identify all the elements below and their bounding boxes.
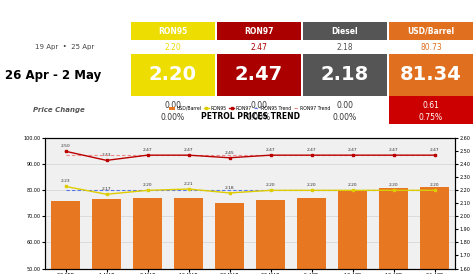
Text: 2.20: 2.20 [266,183,275,187]
Bar [379,189,408,274]
Bar [297,198,326,274]
Text: 81.34: 81.34 [400,65,462,84]
Bar [217,54,301,96]
Text: Diesel: Diesel [332,27,358,36]
Text: 2.45: 2.45 [225,150,235,155]
Text: 2.47: 2.47 [251,42,267,52]
Bar [420,187,449,274]
Text: 0.75%: 0.75% [419,113,443,121]
Text: 2.47: 2.47 [389,148,398,152]
Text: 0.00%: 0.00% [161,113,185,121]
Text: www.MyPF.my: www.MyPF.my [14,7,76,16]
Text: 2.18: 2.18 [321,65,369,84]
Bar [131,22,215,40]
Text: 2.20: 2.20 [307,183,316,187]
Bar [133,198,162,274]
Text: 80.73: 80.73 [420,42,442,52]
Bar [338,191,367,274]
Bar [217,22,301,40]
Text: 2.47: 2.47 [430,148,439,152]
Bar [303,54,387,96]
Text: 2.23: 2.23 [61,179,70,183]
Text: 2.47: 2.47 [143,148,152,152]
Text: 2.47: 2.47 [307,148,316,152]
Legend: USD/Barrel, RON95, RON97, RON95 Trend, RON97 Trend: USD/Barrel, RON95, RON97, RON95 Trend, R… [167,104,333,113]
Bar [303,22,387,40]
Text: 2.20: 2.20 [149,65,197,84]
Bar [389,96,473,124]
Bar [389,22,473,40]
Text: 2.20: 2.20 [389,183,398,187]
Text: 2.18: 2.18 [225,186,234,190]
Text: 2.21: 2.21 [184,182,193,186]
Text: 2.47: 2.47 [235,65,283,84]
Text: 0.00%: 0.00% [247,113,271,121]
Text: Price Change: Price Change [33,107,84,113]
Text: 0.00: 0.00 [337,101,354,110]
Bar [215,203,244,274]
Text: 2.18: 2.18 [337,42,353,52]
Text: 2.20: 2.20 [348,183,357,187]
Title: PETROL PRICES TREND: PETROL PRICES TREND [201,112,300,121]
Text: 2.47: 2.47 [266,148,275,152]
Text: RON95: RON95 [158,27,188,36]
Bar [256,200,285,274]
Text: 26 Apr - 2 May: 26 Apr - 2 May [5,68,101,81]
Bar [51,201,80,274]
Bar [174,198,203,274]
Text: 2.47: 2.47 [348,148,357,152]
Text: 0.00: 0.00 [164,101,182,110]
Text: 2.20: 2.20 [430,183,439,187]
Bar [389,54,473,96]
Text: 2.50: 2.50 [61,144,71,148]
Text: RON97: RON97 [244,27,274,36]
Text: 2.20: 2.20 [164,42,182,52]
Text: USD/Barrel: USD/Barrel [408,27,455,36]
Text: 0.00%: 0.00% [333,113,357,121]
Text: 0.00: 0.00 [250,101,267,110]
Text: Latest Petrol Prices in Malaysia  ⛽: Latest Petrol Prices in Malaysia ⛽ [182,4,406,18]
Text: 19 Apr  •  25 Apr: 19 Apr • 25 Apr [36,44,95,50]
Text: 2.17: 2.17 [102,187,111,191]
Text: 2.43: 2.43 [102,153,111,157]
Bar [92,199,121,274]
Text: 2.20: 2.20 [143,183,152,187]
Text: 2.47: 2.47 [184,148,193,152]
Text: 0.61: 0.61 [422,101,439,110]
Bar [131,54,215,96]
